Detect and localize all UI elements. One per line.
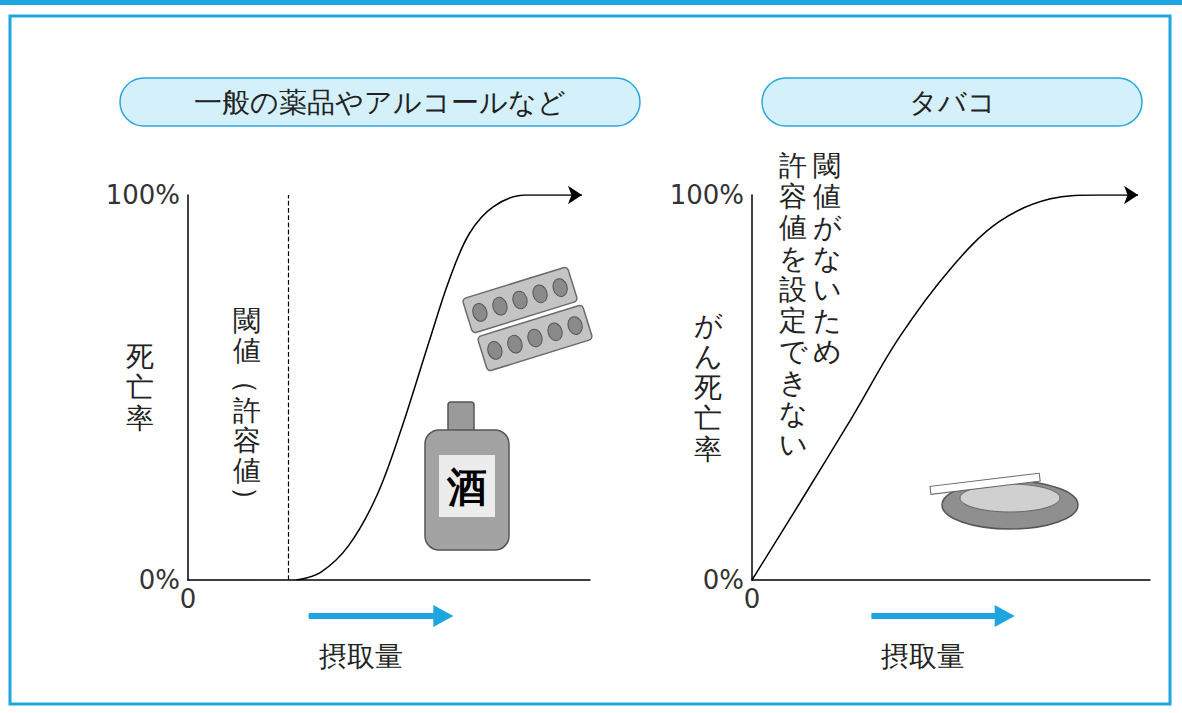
svg-text:値: 値	[779, 211, 807, 244]
svg-text:き: き	[779, 366, 808, 399]
svg-text:亡: 亡	[694, 402, 722, 435]
svg-text:亡: 亡	[126, 371, 154, 404]
svg-text:値: 値	[813, 180, 841, 213]
svg-text:100%: 100%	[106, 180, 180, 210]
svg-text:死: 死	[126, 340, 154, 373]
svg-text:値: 値	[233, 454, 261, 487]
svg-text:た: た	[813, 304, 842, 337]
svg-text:い: い	[779, 428, 808, 461]
svg-text:容: 容	[233, 424, 261, 457]
svg-text:な: な	[779, 397, 808, 430]
svg-text:容: 容	[779, 180, 807, 213]
svg-text:ん: ん	[694, 340, 723, 373]
svg-text:0: 0	[180, 584, 197, 614]
svg-text:設: 設	[779, 273, 807, 306]
svg-text:い: い	[813, 273, 842, 306]
svg-text:摂取量: 摂取量	[881, 640, 965, 673]
svg-text:を: を	[779, 242, 808, 275]
svg-text:一般の薬品やアルコールなど: 一般の薬品やアルコールなど	[194, 86, 566, 119]
svg-text:100%: 100%	[670, 180, 744, 210]
svg-text:め: め	[813, 335, 842, 368]
svg-text:0: 0	[744, 584, 761, 614]
svg-text:）: ）	[230, 486, 263, 514]
svg-text:で: で	[779, 335, 808, 368]
svg-text:な: な	[813, 242, 842, 275]
svg-text:タバコ: タバコ	[909, 86, 996, 119]
svg-text:閾: 閾	[813, 149, 841, 182]
svg-text:が: が	[813, 211, 842, 244]
svg-text:値: 値	[233, 334, 261, 367]
svg-text:定: 定	[779, 304, 807, 337]
svg-text:（: （	[230, 366, 263, 394]
svg-text:許: 許	[779, 149, 807, 182]
svg-text:が: が	[694, 309, 723, 342]
svg-text:酒: 酒	[446, 464, 487, 510]
svg-text:摂取量: 摂取量	[319, 640, 403, 673]
svg-text:率: 率	[126, 402, 154, 435]
svg-text:0%: 0%	[139, 565, 180, 595]
svg-text:率: 率	[694, 433, 722, 466]
svg-text:許: 許	[233, 394, 261, 427]
svg-text:死: 死	[694, 371, 722, 404]
svg-text:0%: 0%	[703, 565, 744, 595]
svg-text:閾: 閾	[233, 304, 261, 337]
